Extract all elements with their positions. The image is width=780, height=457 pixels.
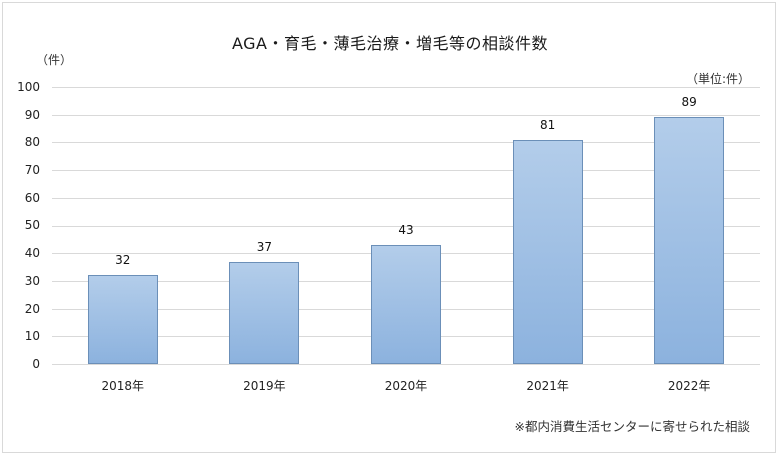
plot-area: 32 37 43 81 89 (52, 87, 760, 365)
y-tick: 100 (17, 80, 40, 94)
x-tick: 2020年 (384, 379, 428, 393)
y-tick: 20 (24, 302, 40, 316)
data-label: 32 (115, 253, 131, 268)
chart-title: AGA・育毛・薄毛治療・増毛等の相談件数 (231, 34, 548, 53)
y-tick: 90 (24, 108, 40, 122)
data-label: 37 (256, 239, 273, 254)
y-axis-unit-label: （件） (36, 53, 73, 67)
gridline (52, 197, 760, 199)
chart-frame (2, 2, 776, 453)
data-label: 43 (398, 222, 414, 237)
data-label: 89 (681, 95, 697, 110)
y-tick: 50 (24, 218, 40, 232)
bar-2018年 (87, 275, 158, 364)
gridline (52, 225, 760, 227)
x-axis-baseline (52, 364, 760, 365)
y-tick: 0 (32, 357, 40, 371)
bar-2022年 (654, 117, 725, 364)
unit-note: （単位:件） (685, 72, 750, 86)
x-tick: 2018年 (101, 379, 145, 393)
bar-2020年 (371, 244, 441, 364)
data-label: 81 (539, 117, 556, 132)
y-tick: 60 (24, 191, 40, 205)
y-tick: 10 (24, 329, 40, 343)
y-tick: 70 (24, 163, 40, 177)
x-tick: 2022年 (667, 379, 711, 393)
bar-2019年 (229, 261, 300, 364)
x-tick: 2021年 (526, 379, 569, 393)
gridline (52, 114, 760, 116)
gridline (52, 87, 760, 88)
y-tick: 80 (24, 135, 40, 149)
gridline (52, 170, 760, 172)
gridline (52, 142, 760, 144)
footnote: ※都内消費生活センターに寄せられた相談 (514, 419, 750, 434)
x-tick: 2019年 (243, 379, 286, 393)
y-tick: 30 (24, 274, 40, 288)
bar-2021年 (512, 139, 583, 364)
y-tick: 40 (24, 246, 40, 260)
